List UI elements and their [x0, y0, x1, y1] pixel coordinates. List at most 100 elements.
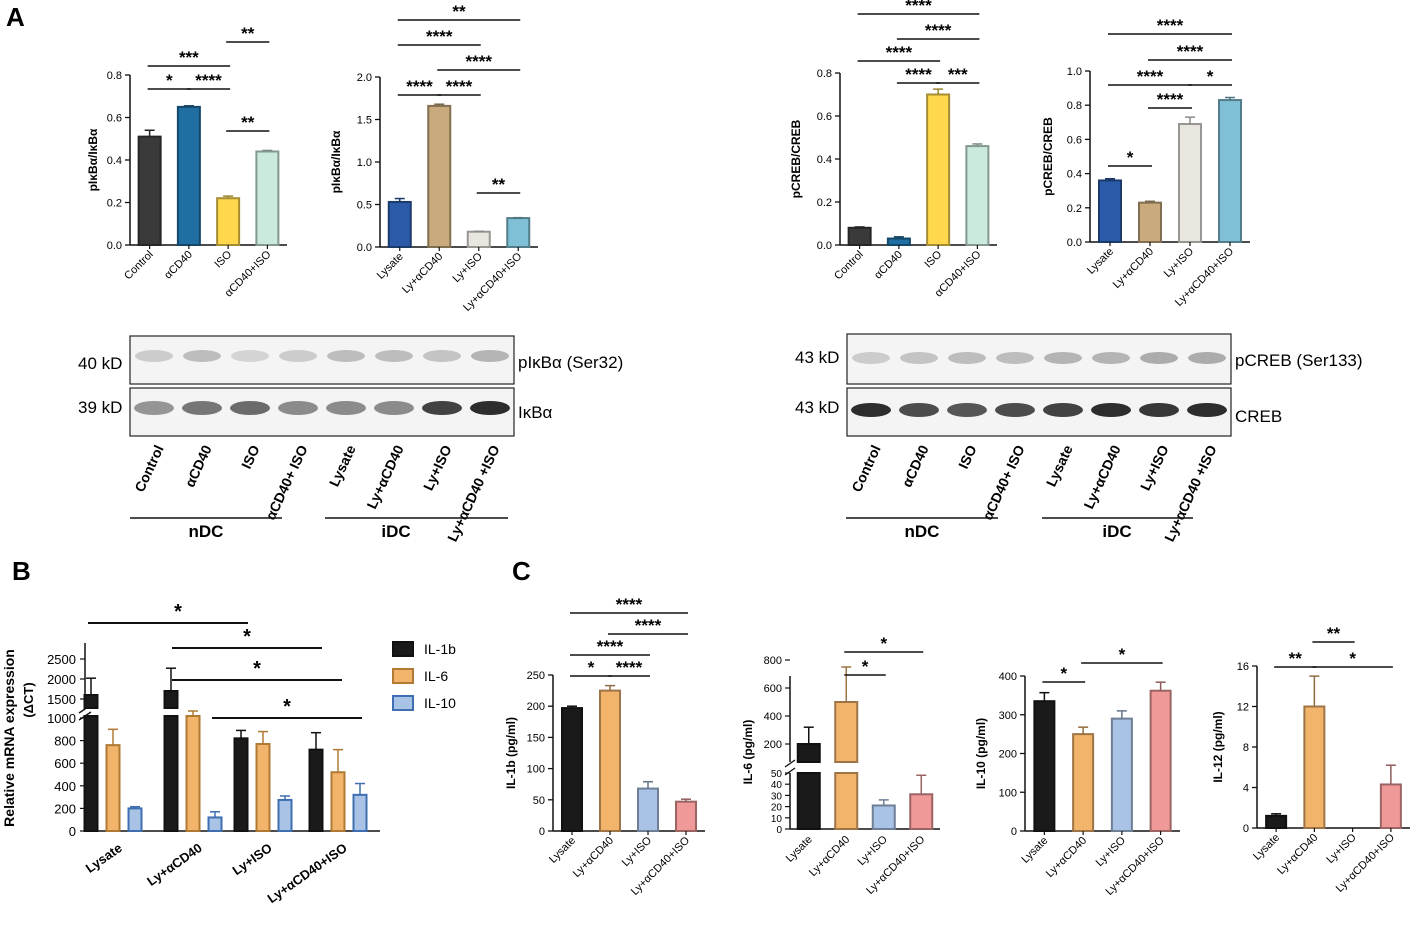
category-label: Ly+ISO — [620, 834, 655, 869]
category-label: ISO — [922, 248, 944, 270]
significance-label: * — [1349, 649, 1356, 668]
bar--cd40 — [176, 105, 201, 246]
y-tick-label: 400 — [764, 711, 782, 723]
bar — [207, 816, 223, 833]
bar--cd40-iso — [255, 150, 280, 246]
y-tick-label: 8 — [1243, 742, 1249, 754]
category-label: Lysate — [547, 835, 578, 866]
band-top — [852, 352, 890, 364]
band-top — [900, 352, 938, 364]
category-label: Ly+αCD40 — [1275, 832, 1320, 877]
y-axis-label: Relative mRNA expression — [1, 649, 17, 827]
category-label: Lysate — [375, 251, 406, 282]
significance-label: * — [166, 71, 173, 90]
blot-ikb-label-top: pIκBα (Ser32) — [518, 353, 623, 372]
bar-lower-segment — [796, 772, 821, 830]
axis-break-mark — [784, 767, 796, 776]
band-bottom — [1043, 403, 1083, 417]
y-axis-label: pCREB/CREB — [1041, 117, 1055, 196]
category-label: Ly+ISO — [1094, 834, 1129, 869]
bar-ly-cd40-iso — [506, 217, 531, 249]
category-label: Lysate — [1019, 835, 1050, 866]
y-tick-label: 600 — [54, 756, 76, 771]
significance-label: **** — [1137, 67, 1164, 86]
band-bottom — [422, 401, 462, 415]
significance-label: **** — [466, 52, 493, 71]
category-label: Ly+αCD40+ISO — [265, 840, 350, 906]
band-bottom — [851, 403, 891, 417]
significance-label: ** — [241, 113, 255, 132]
y-axis-label: pIκBα/IκBα — [329, 130, 343, 193]
band-top — [1092, 352, 1130, 364]
bar-ly-cd40-iso — [1218, 99, 1242, 243]
y-tick-label: 200 — [999, 749, 1017, 761]
bar — [233, 737, 249, 833]
bar-ly-iso — [1110, 717, 1133, 832]
band-top — [135, 350, 173, 362]
band-top — [231, 350, 269, 362]
significance-label: **** — [597, 637, 624, 656]
y-tick-label: 100 — [999, 787, 1017, 799]
band-top — [183, 350, 221, 362]
lane-label: Control — [848, 443, 884, 495]
bar-control — [847, 226, 872, 247]
category-label: Ly+αCD40 — [144, 840, 205, 889]
lane-label: Ly+ISO — [1137, 442, 1172, 492]
bar-upper-segment — [163, 690, 179, 709]
y-tick-label: 400 — [54, 779, 76, 794]
y-tick-label: 200 — [764, 739, 782, 751]
band-bottom — [230, 401, 270, 415]
panel-label-c: C — [512, 556, 531, 586]
y-tick-label: 2.0 — [357, 72, 372, 84]
category-label: Lysate — [784, 834, 815, 865]
band-bottom — [899, 403, 939, 417]
significance-label: **** — [905, 65, 932, 84]
y-tick-label: 0.0 — [1067, 237, 1082, 249]
y-tick-label: 300 — [999, 710, 1017, 722]
blot-creb-label-top: pCREB (Ser133) — [1235, 351, 1363, 370]
band-top — [279, 350, 317, 362]
legend-swatch — [392, 641, 414, 657]
blot-creb-marker-top: 43 kD — [795, 348, 839, 367]
category-label: Lysate — [1085, 246, 1116, 277]
legend-swatch — [392, 668, 414, 684]
blot-ikb-label-bottom: IκBα — [518, 403, 553, 422]
bar-ly-cd40 — [599, 689, 621, 832]
y-tick-label: 0.2 — [107, 198, 122, 210]
blot-creb-group-ndc: nDC — [905, 522, 940, 541]
bar — [330, 771, 346, 832]
bar-ly-cd40 — [1072, 733, 1095, 832]
bar-upper-segment — [834, 701, 859, 763]
y-tick-label: 1.0 — [357, 157, 372, 169]
bar-ly-cd40 — [1138, 201, 1162, 243]
category-label: Ly+αCD40 — [571, 835, 616, 880]
y-tick-label: 150 — [527, 732, 545, 744]
y-tick-label: 40 — [771, 780, 783, 791]
bar-lower-segment — [185, 715, 201, 832]
bar-upper-segment — [796, 743, 821, 763]
y-tick-label: 200 — [527, 701, 545, 713]
significance-label: **** — [616, 658, 643, 677]
bar-lower-segment — [834, 772, 859, 830]
y-tick-label: 100 — [527, 764, 545, 776]
y-tick-label: 0 — [776, 825, 782, 836]
lane-label: Ly+ISO — [420, 442, 455, 492]
y-tick-label: 0.8 — [817, 68, 832, 80]
bar-lysate — [1098, 179, 1122, 244]
significance-label: **** — [195, 71, 222, 90]
y-tick-label: 0.6 — [1067, 134, 1082, 146]
significance-label: **** — [1177, 42, 1204, 61]
bar--cd40 — [886, 237, 911, 247]
y-tick-label: 0.0 — [357, 242, 372, 254]
category-label: Ly+αCD40 — [400, 251, 445, 296]
category-label: Control — [122, 249, 156, 283]
significance-label: * — [283, 696, 291, 718]
bar-ly-cd40-iso — [1379, 783, 1402, 830]
y-axis-label: pCREB/CREB — [789, 119, 803, 198]
band-top — [1044, 352, 1082, 364]
y-tick-label: 1500 — [47, 692, 76, 707]
legend-swatch — [392, 695, 414, 711]
y-tick-label: 0 — [69, 824, 76, 839]
legend-label: IL-10 — [424, 695, 456, 711]
